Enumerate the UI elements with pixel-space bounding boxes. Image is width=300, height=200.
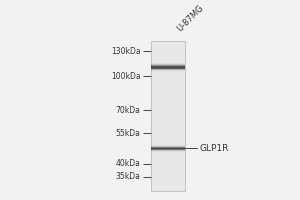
Bar <box>151 68 185 69</box>
Text: 35kDa: 35kDa <box>116 172 140 181</box>
Bar <box>151 63 185 64</box>
Text: 40kDa: 40kDa <box>116 159 140 168</box>
Bar <box>151 65 185 66</box>
Text: 70kDa: 70kDa <box>116 106 140 115</box>
Text: 130kDa: 130kDa <box>111 47 140 56</box>
Text: 55kDa: 55kDa <box>116 129 140 138</box>
Bar <box>151 70 185 71</box>
Bar <box>151 64 185 65</box>
Bar <box>151 41 185 191</box>
Text: U-87MG: U-87MG <box>176 3 206 34</box>
Bar <box>151 71 185 72</box>
Bar <box>151 69 185 70</box>
Bar <box>151 66 185 67</box>
Text: GLP1R: GLP1R <box>200 144 229 153</box>
Bar <box>151 68 185 69</box>
Bar <box>151 67 185 68</box>
Text: 100kDa: 100kDa <box>111 72 140 81</box>
